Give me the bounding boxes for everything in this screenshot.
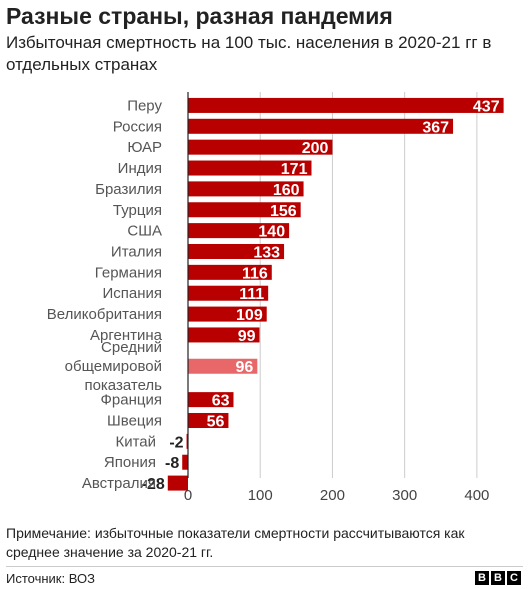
data-label: -2 (169, 434, 183, 451)
footnote: Примечание: избыточные показатели смертн… (6, 525, 465, 560)
x-tick-label: 400 (464, 487, 489, 504)
category-label: Италия (111, 243, 162, 260)
data-label: 200 (302, 140, 329, 157)
x-tick-label: 200 (320, 487, 345, 504)
bar (188, 264, 272, 280)
footer-divider (6, 566, 523, 567)
data-label: 111 (239, 286, 264, 303)
bar-chart: 437 Перу 367 Россия 200 ЮАР 171 Индия 160 Бразили… (47, 92, 504, 504)
bar (188, 181, 304, 197)
x-tick-label: 0 (184, 487, 192, 504)
bar (188, 139, 333, 155)
bar (188, 392, 234, 408)
bar (188, 202, 301, 218)
data-label: 63 (212, 393, 230, 410)
bar (188, 285, 269, 301)
bar (188, 327, 260, 343)
logo-letter: C (507, 571, 521, 585)
source-label: Источник: ВОЗ (6, 571, 95, 586)
category-label: Россия (113, 118, 162, 135)
logo-letter: B (475, 571, 489, 585)
data-label: 99 (238, 328, 256, 345)
bar (182, 454, 188, 470)
category-label: Великобритания (47, 306, 162, 323)
bar (188, 306, 267, 322)
category-label: США (127, 223, 162, 240)
logo-letter: B (491, 571, 505, 585)
bar (188, 358, 258, 374)
category-label: Япония (104, 454, 156, 471)
data-label: -8 (165, 455, 179, 472)
bbc-logo: B B C (475, 571, 521, 585)
category-label: Франция (101, 392, 162, 409)
bar (188, 223, 290, 239)
data-label: 367 (422, 119, 449, 136)
data-label: 156 (270, 203, 297, 220)
category-label: Индия (118, 160, 162, 177)
data-label: 140 (258, 224, 285, 241)
data-label: 96 (236, 359, 254, 376)
bar (167, 475, 188, 491)
data-label: -28 (142, 476, 165, 493)
category-label: Швеция (107, 412, 162, 429)
data-label: 56 (207, 413, 225, 430)
category-label: Австралия (82, 475, 156, 492)
data-label: 109 (236, 307, 263, 324)
category-label: Турция (113, 202, 162, 219)
category-label: Бразилия (95, 181, 162, 198)
category-label: Аргентина (90, 327, 163, 344)
x-tick-label: 300 (392, 487, 417, 504)
bar (188, 118, 454, 134)
data-label: 171 (281, 161, 308, 178)
category-label: Германия (95, 264, 162, 281)
chart-title: Разные страны, разная пандемия (6, 3, 393, 29)
category-label: ЮАР (127, 139, 162, 156)
x-tick-label: 100 (248, 487, 273, 504)
bar (186, 433, 189, 449)
bar (188, 412, 229, 428)
category-label: общемировой (65, 358, 162, 375)
category-label: Средний (101, 339, 162, 356)
chart-subtitle: Избыточная смертность на 100 тыс. населе… (6, 33, 492, 74)
data-label: 437 (473, 98, 500, 115)
bar (188, 160, 312, 176)
data-label: 160 (273, 182, 300, 199)
bar (188, 97, 504, 113)
category-label: показатель (84, 377, 162, 394)
category-label: Китай (115, 433, 156, 450)
bar (188, 243, 285, 259)
category-label: Испания (102, 285, 162, 302)
data-label: 133 (253, 244, 280, 261)
category-label: Перу (127, 97, 162, 114)
data-label: 116 (242, 265, 268, 282)
